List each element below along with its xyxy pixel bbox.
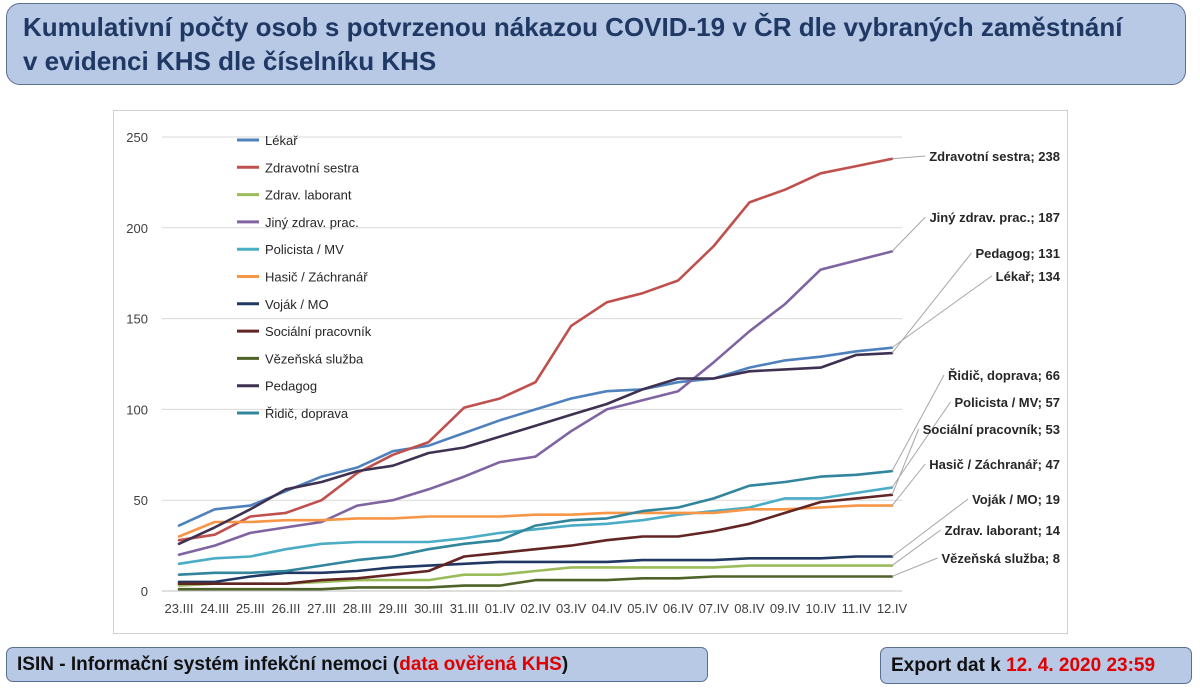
legend-label: Zdrav. laborant <box>265 188 352 203</box>
legend-label: Vězeňská služba <box>265 351 364 366</box>
y-tick-label: 150 <box>126 312 148 327</box>
x-tick-label: 27.III <box>307 601 336 616</box>
x-tick-label: 25.III <box>236 601 265 616</box>
series-line <box>177 157 894 542</box>
series-line <box>177 250 894 557</box>
x-tick-label: 11.IV <box>842 601 872 616</box>
series-line <box>177 351 894 546</box>
series-line <box>177 555 894 584</box>
x-tick-label: 26.III <box>271 601 300 616</box>
callout-leader <box>891 155 926 160</box>
x-tick-label: 12.IV <box>877 601 908 616</box>
export-date-prefix: Export dat k <box>891 655 1007 676</box>
y-tick-label: 0 <box>141 584 148 599</box>
series-line <box>177 469 894 577</box>
x-tick-label: 05.IV <box>627 601 658 616</box>
source-note-prefix: ISIN - Informační systém infekční nemoci… <box>17 654 400 675</box>
x-tick-label: 09.IV <box>770 601 801 616</box>
x-tick-label: 30.III <box>414 601 443 616</box>
source-note-suffix: ) <box>561 654 569 675</box>
series-end-label: Sociální pracovník; 53 <box>923 422 1060 437</box>
export-date-note: Export dat k 12. 4. 2020 23:59 <box>880 647 1192 684</box>
chart-title-line-1: Kumulativní počty osob s potvrzenou náka… <box>23 12 1123 42</box>
callout-leader <box>891 498 969 557</box>
legend-label: Hasič / Záchranář <box>265 270 368 285</box>
legend-label: Pedagog <box>265 379 317 394</box>
x-tick-label: 31.III <box>450 601 479 616</box>
series-end-label: Policista / MV; 57 <box>955 395 1061 410</box>
y-tick-label: 250 <box>126 130 148 145</box>
legend-label: Voják / MO <box>265 297 329 312</box>
callout-leader <box>891 463 926 506</box>
export-date-value: 12. 4. 2020 23:59 <box>1006 655 1156 676</box>
series-end-label: Vězeňská služba; 8 <box>942 551 1061 566</box>
series-end-label: Voják / MO; 19 <box>972 492 1060 507</box>
series-end-label: Pedagog; 131 <box>975 246 1060 261</box>
x-tick-label: 10.IV <box>806 601 837 616</box>
x-tick-label: 07.IV <box>699 601 730 616</box>
callout-leader <box>891 401 951 488</box>
series-line <box>177 486 894 566</box>
legend-label: Řidič, doprava <box>265 406 349 421</box>
x-tick-label: 01.IV <box>485 601 516 616</box>
title-banner: Kumulativní počty osob s potvrzenou náka… <box>6 3 1186 85</box>
x-tick-label: 03.IV <box>556 601 587 616</box>
x-tick-label: 02.IV <box>520 601 551 616</box>
x-tick-label: 08.IV <box>734 601 765 616</box>
chart-frame <box>113 110 1068 634</box>
source-note-highlight: data ověřená KHS <box>399 654 562 675</box>
callout-leader <box>891 374 945 472</box>
source-note: ISIN - Informační systém infekční nemoci… <box>6 647 708 682</box>
series-end-label: Zdravotní sestra; 238 <box>929 149 1060 164</box>
series-line <box>177 493 894 586</box>
y-tick-label: 100 <box>126 402 148 417</box>
series-line <box>177 575 894 591</box>
x-tick-label: 24.III <box>200 601 229 616</box>
legend-label: Zdravotní sestra <box>265 160 360 175</box>
x-tick-label: 29.III <box>378 601 407 616</box>
y-tick-label: 200 <box>126 221 148 236</box>
legend-label: Lékař <box>265 133 298 148</box>
callout-leader <box>891 275 992 349</box>
callout-leader <box>891 252 972 354</box>
x-tick-label: 28.III <box>343 601 372 616</box>
series-end-label: Lékař; 134 <box>996 269 1061 284</box>
callout-leader <box>891 557 938 577</box>
x-tick-label: 06.IV <box>663 601 694 616</box>
series-end-label: Řidič, doprava; 66 <box>948 368 1060 383</box>
legend-label: Policista / MV <box>265 242 344 257</box>
series-end-label: Jiný zdrav. prac.; 187 <box>929 210 1060 225</box>
series-line <box>177 504 894 538</box>
callout-leader <box>891 216 926 252</box>
callout-leader <box>891 428 920 495</box>
y-tick-label: 50 <box>134 493 148 508</box>
legend-label: Jiný zdrav. prac. <box>265 215 359 230</box>
callout-leader <box>891 529 941 566</box>
series-end-label: Zdrav. laborant; 14 <box>945 523 1061 538</box>
x-tick-label: 23.III <box>165 601 194 616</box>
legend-label: Sociální pracovník <box>265 324 372 339</box>
series-end-label: Hasič / Záchranář; 47 <box>929 457 1060 472</box>
x-tick-label: 04.IV <box>592 601 623 616</box>
chart-title-line-2: v evidenci KHS dle číselníku KHS <box>23 46 437 76</box>
